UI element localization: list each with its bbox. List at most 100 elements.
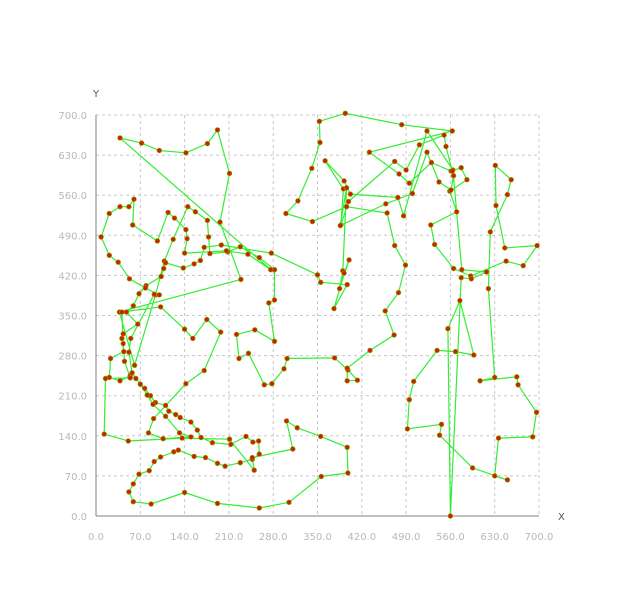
data-point (342, 110, 348, 117)
data-point (495, 435, 502, 441)
data-point (409, 190, 416, 197)
data-point (202, 454, 209, 461)
data-point (345, 198, 352, 205)
data-point (436, 179, 442, 185)
data-point (281, 366, 287, 372)
data-point (150, 415, 157, 422)
data-point (514, 374, 520, 380)
tick-labels: 0.0 70.0 140.0 210.0 280.0 350.0 420.0 490.0 560… (58, 111, 553, 543)
data-point (157, 304, 164, 310)
data-point (399, 121, 405, 128)
data-point (214, 460, 221, 466)
data-point (392, 242, 398, 249)
data-point (243, 433, 249, 440)
data-point (261, 382, 267, 388)
data-point (188, 419, 194, 425)
data-point (434, 347, 440, 354)
data-point (458, 275, 464, 281)
x-tick-label: 350.0 (303, 532, 332, 543)
y-tick-label: 630.0 (58, 151, 87, 162)
data-point (117, 378, 123, 384)
data-point (318, 473, 324, 480)
data-point (190, 335, 196, 342)
x-tick-label: 140.0 (170, 532, 199, 543)
data-point (102, 375, 109, 382)
data-point (468, 276, 474, 282)
data-point (402, 262, 409, 268)
x-tick-label: 210.0 (215, 532, 244, 543)
data-point (137, 381, 144, 387)
data-point (251, 467, 257, 473)
data-point (424, 149, 430, 155)
data-point (341, 270, 347, 276)
data-point (448, 187, 454, 193)
data-point (117, 135, 123, 141)
data-point (459, 267, 465, 273)
data-point (198, 434, 204, 441)
data-point (344, 281, 350, 288)
data-point (255, 438, 262, 444)
data-point (504, 477, 511, 483)
data-point (228, 441, 234, 448)
data-point (148, 501, 154, 507)
data-point (157, 454, 164, 460)
data-point (492, 162, 498, 169)
data-point (249, 454, 256, 461)
x-tick-label: 280.0 (259, 532, 288, 543)
tour-line (100, 112, 538, 517)
y-tick-label: 70.0 (65, 472, 87, 483)
data-point (161, 265, 167, 272)
data-point (226, 436, 233, 442)
data-point (403, 167, 409, 173)
data-point (485, 285, 492, 292)
data-point (131, 362, 138, 368)
data-point (166, 408, 172, 414)
data-point (269, 381, 275, 387)
data-point (391, 332, 397, 338)
data-point (115, 259, 121, 265)
data-point (341, 178, 347, 184)
data-point (266, 300, 272, 306)
data-point (138, 140, 145, 146)
data-point (165, 209, 171, 216)
data-point (487, 229, 493, 235)
data-point (508, 177, 514, 183)
data-point (424, 128, 430, 134)
data-point (520, 263, 526, 269)
data-point (136, 291, 142, 297)
data-point (504, 191, 511, 198)
data-point (123, 309, 130, 315)
data-point (290, 446, 296, 452)
data-point (286, 499, 292, 505)
y-tick-label: 210.0 (58, 392, 87, 403)
data-point (392, 158, 398, 165)
data-point (98, 234, 104, 240)
data-point (309, 165, 315, 172)
data-point (367, 347, 373, 354)
data-point (237, 460, 244, 466)
data-point (450, 173, 457, 179)
data-point (119, 309, 125, 315)
data-point (144, 392, 151, 398)
x-tick-label: 420.0 (347, 532, 376, 543)
data-point (450, 265, 457, 272)
data-point (441, 132, 447, 138)
data-point (404, 426, 411, 432)
data-point (256, 451, 262, 457)
data-point (181, 489, 188, 496)
data-point (126, 349, 132, 355)
data-point (268, 250, 274, 256)
data-point (317, 139, 323, 146)
data-point (191, 453, 197, 460)
data-point (130, 303, 137, 309)
data-point (183, 150, 189, 156)
data-point (483, 269, 490, 275)
data-point (503, 258, 509, 264)
data-point (173, 411, 179, 418)
y-tick-label: 560.0 (58, 191, 87, 202)
data-point (436, 432, 443, 438)
y-tick-label: 700.0 (58, 111, 87, 122)
data-point (384, 210, 390, 216)
data-point (120, 340, 126, 347)
data-point (207, 250, 213, 257)
